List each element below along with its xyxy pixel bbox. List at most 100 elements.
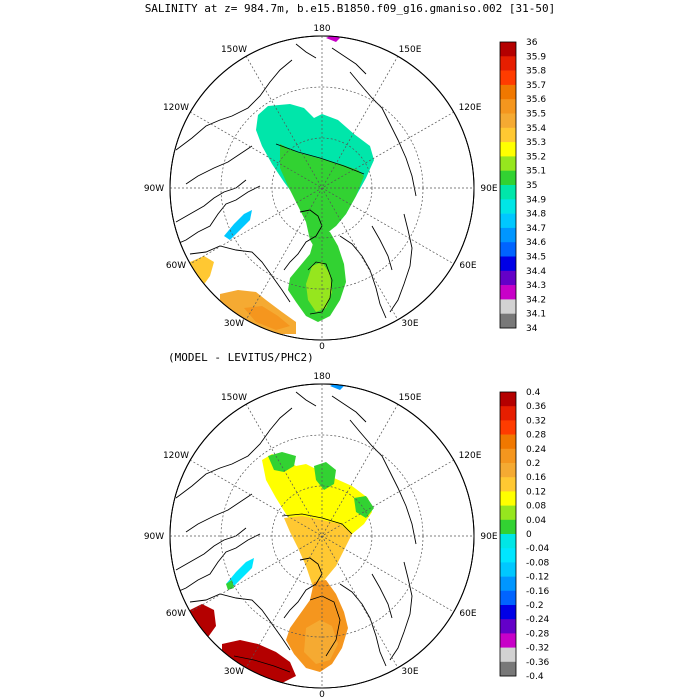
coastlines	[171, 391, 417, 667]
colorbar-swatch	[500, 270, 516, 286]
lon-label-0: 0	[319, 690, 325, 700]
lon-label-150w: 150W	[221, 45, 247, 55]
lon-label-120w: 120W	[163, 451, 189, 461]
lon-label-60e: 60E	[459, 609, 476, 619]
colorbar-swatch	[500, 213, 516, 229]
colorbar-swatch	[500, 463, 516, 478]
lon-label-90e: 90E	[480, 184, 497, 194]
colorbar-tick-label: 34.1	[526, 310, 546, 320]
colorbar-tick-label: 0.24	[526, 445, 546, 455]
colorbar-swatch	[500, 84, 516, 100]
lon-label-60w: 60W	[166, 261, 186, 271]
colorbar-tick-label: 34.4	[526, 267, 546, 277]
difference-title: (MODEL - LEVITUS/PHC2)	[168, 351, 314, 364]
region-eurasian-basin	[284, 516, 352, 590]
colorbar-tick-label: 34.9	[526, 195, 546, 205]
colorbar-swatch	[500, 99, 516, 114]
colorbar-swatch	[500, 548, 516, 563]
region-bering-sea	[330, 384, 344, 390]
lon-label-120e: 120E	[459, 451, 482, 461]
colorbar-swatch	[500, 420, 516, 435]
lon-label-30e: 30E	[401, 667, 418, 677]
lon-label-180: 180	[313, 24, 330, 34]
colorbar-tick-label: -0.24	[526, 615, 550, 625]
colorbar-tick-label: -0.16	[526, 587, 550, 597]
colorbar-frame	[499, 391, 517, 677]
lon-label-120e: 120E	[459, 103, 482, 113]
colorbar-swatch	[500, 227, 516, 243]
colorbar-swatch	[500, 299, 516, 314]
colorbar-tick-label: 0	[526, 530, 532, 540]
colorbar-swatch	[500, 242, 516, 257]
colorbar-swatch	[500, 619, 516, 634]
colorbar-tick-label: -0.32	[526, 644, 549, 654]
contour-04	[233, 655, 291, 673]
colorbar-swatch	[500, 199, 516, 214]
colorbar-tick-label: 0.12	[526, 487, 546, 497]
colorbar-swatch	[500, 313, 516, 329]
lon-label-90w: 90W	[144, 532, 164, 542]
colorbar-tick-label: 34.6	[526, 238, 546, 248]
colorbar-tick-label: 34	[526, 324, 538, 334]
graticule	[170, 36, 474, 340]
lon-label-30w: 30W	[224, 667, 244, 677]
colorbar-swatch	[500, 448, 516, 464]
lon-label-60e: 60E	[459, 261, 476, 271]
colorbar-tick-label: 35.5	[526, 110, 546, 120]
colorbar-tick-label: 35.8	[526, 67, 546, 77]
lon-label-150w: 150W	[221, 393, 247, 403]
colorbar-swatch	[500, 647, 516, 663]
region-baffin-bay	[224, 210, 252, 240]
colorbar-tick-label: 34.2	[526, 295, 546, 305]
region-makarov-patch	[314, 462, 336, 490]
colorbar-tick-label: 35.9	[526, 52, 546, 62]
colorbar-tick-label: 0.4	[526, 388, 541, 398]
region-greenland-sea	[304, 620, 338, 664]
colorbar-frame	[499, 41, 517, 329]
colorbar-swatch	[500, 605, 516, 620]
lon-label-90e: 90E	[480, 532, 497, 542]
colorbar-tick-label: 0.2	[526, 459, 540, 469]
colorbar-swatch	[500, 156, 516, 171]
colorbar-swatch	[500, 590, 516, 606]
colorbar-swatch	[500, 285, 516, 300]
colorbar-tick-label: 0.28	[526, 431, 546, 441]
colorbar-tick-label: -0.08	[526, 558, 550, 568]
colorbar-tick-label: 35.3	[526, 138, 546, 148]
colorbar-swatch	[500, 562, 516, 577]
region-greenland-sea	[306, 262, 332, 312]
difference-colorbar: 0.4 0.36 0.32 0.28 0.24 0.2 0.16 0.12 0.08 0.04 0 -…	[499, 388, 550, 682]
colorbar-swatch	[500, 170, 516, 186]
colorbar-tick-label: -0.04	[526, 544, 550, 554]
colorbar-swatch	[500, 256, 516, 272]
colorbar-tick-label: -0.28	[526, 629, 550, 639]
colorbar-tick-label: 0.08	[526, 502, 546, 512]
colorbar-tick-label: 35.4	[526, 124, 546, 134]
graticule	[170, 384, 474, 688]
colorbar-tick-label: 0.16	[526, 473, 546, 483]
colorbar-swatch	[500, 42, 516, 57]
region-baffin-bay	[226, 558, 254, 588]
colorbar-swatch	[500, 576, 516, 592]
lon-label-120w: 120W	[163, 103, 189, 113]
colorbar-swatch	[500, 491, 516, 506]
colorbar-tick-label: -0.2	[526, 601, 544, 611]
region-chukchi-patch	[268, 452, 296, 472]
colorbar-tick-label: 35.7	[526, 81, 546, 91]
contour-02	[309, 595, 341, 657]
lon-label-30e: 30E	[401, 319, 418, 329]
lon-label-60w: 60W	[166, 609, 186, 619]
salinity-colorbar: 36 35.9 35.8 35.7 35.6 35.5 35.4 35.3 35.2 35.1 35…	[499, 38, 546, 334]
colorbar-swatch	[500, 70, 516, 86]
colorbar-tick-label: 34.7	[526, 224, 546, 234]
colorbar-tick-label: 0.36	[526, 402, 546, 412]
lon-label-180: 180	[313, 372, 330, 382]
colorbar-tick-label: 35	[526, 181, 537, 191]
colorbar-tick-label: 35.2	[526, 152, 546, 162]
map-title: SALINITY at z= 984.7m, b.e15.B1850.f09_g…	[145, 2, 556, 15]
lon-label-150e: 150E	[399, 45, 422, 55]
colorbar-swatch	[500, 633, 516, 648]
colorbar-swatch	[500, 661, 516, 677]
colorbar-tick-label: -0.36	[526, 658, 550, 668]
